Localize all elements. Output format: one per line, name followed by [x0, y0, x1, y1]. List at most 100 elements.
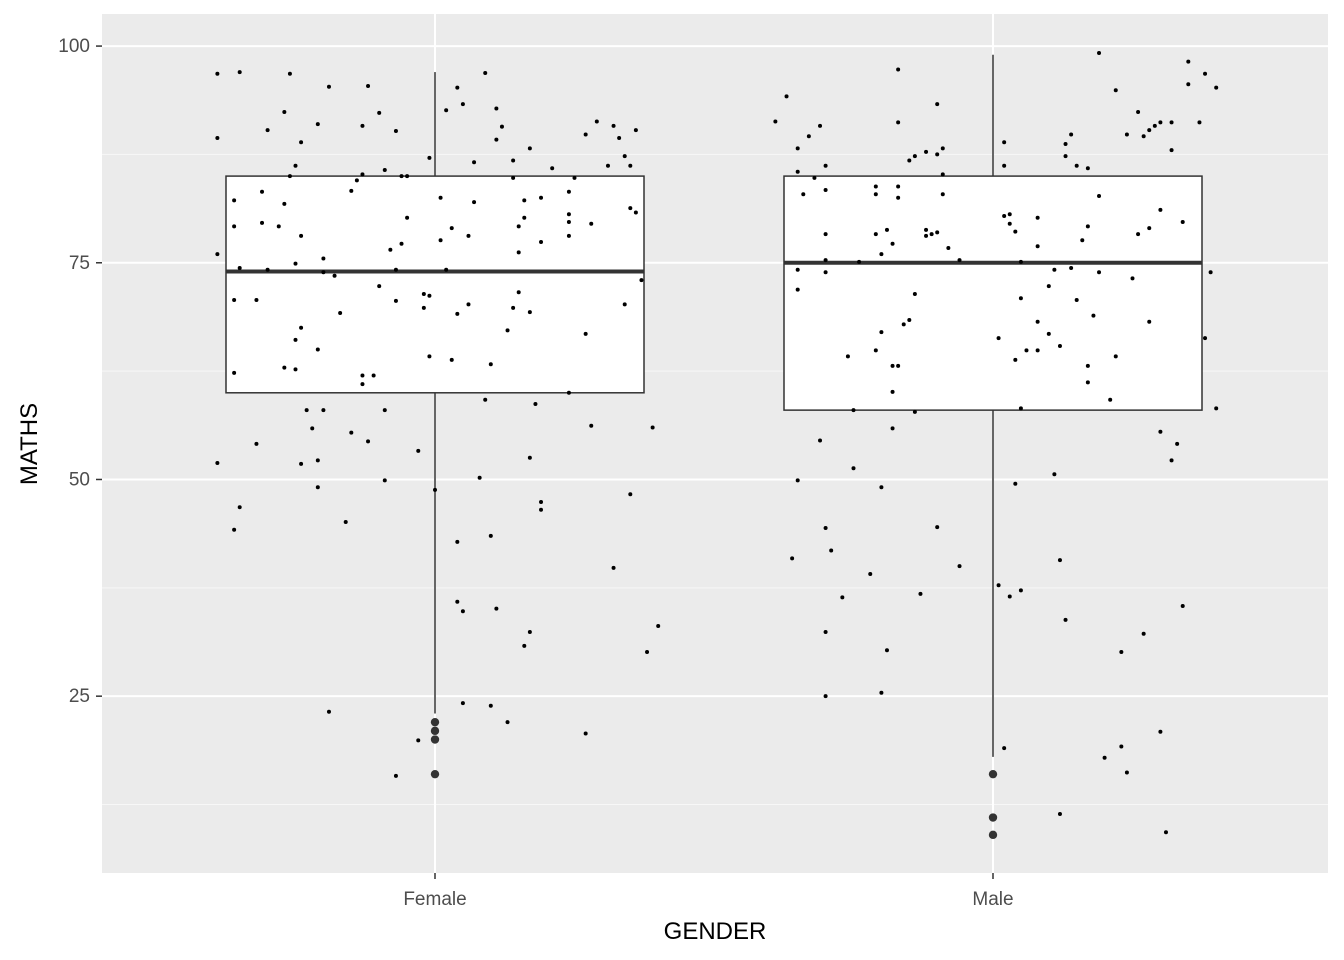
- jitter-point: [254, 298, 259, 303]
- jitter-point: [1085, 224, 1090, 229]
- jitter-point: [499, 124, 504, 129]
- jitter-point: [622, 302, 627, 307]
- jitter-point: [1063, 617, 1068, 622]
- jitter-point: [516, 290, 521, 295]
- jitter-point: [254, 441, 259, 446]
- jitter-point: [879, 485, 884, 490]
- jitter-point: [583, 331, 588, 336]
- jitter-point: [1002, 213, 1007, 218]
- jitter-point: [360, 382, 365, 387]
- jitter-point: [399, 174, 404, 179]
- jitter-point: [354, 178, 359, 183]
- jitter-point: [321, 256, 326, 261]
- jitter-point: [1186, 82, 1191, 87]
- jitter-point: [1002, 746, 1007, 751]
- jitter-point: [823, 270, 828, 275]
- jitter-point: [282, 109, 287, 114]
- plot-panel: [102, 14, 1328, 873]
- jitter-point: [293, 337, 298, 342]
- jitter-point: [907, 158, 912, 163]
- jitter-point: [477, 475, 482, 480]
- jitter-point: [310, 426, 315, 431]
- jitter-point: [622, 154, 627, 159]
- jitter-point: [377, 284, 382, 289]
- jitter-point: [299, 233, 304, 238]
- jitter-point: [265, 128, 270, 133]
- jitter-point: [232, 298, 237, 303]
- jitter-point: [427, 354, 432, 359]
- jitter-point: [1057, 558, 1062, 563]
- jitter-point: [1136, 109, 1141, 114]
- jitter-point: [890, 241, 895, 246]
- jitter-point: [449, 357, 454, 362]
- jitter-point: [1013, 357, 1018, 362]
- jitter-point: [360, 373, 365, 378]
- jitter-point: [539, 507, 544, 512]
- jitter-point: [873, 348, 878, 353]
- jitter-point: [1113, 88, 1118, 93]
- jitter-point: [282, 201, 287, 206]
- jitter-point: [1013, 481, 1018, 486]
- jitter-point: [1069, 265, 1074, 270]
- jitter-point: [460, 701, 465, 706]
- jitter-point: [1141, 631, 1146, 636]
- outlier-point: [430, 726, 440, 736]
- jitter-point: [1158, 120, 1163, 125]
- jitter-point: [494, 106, 499, 111]
- jitter-point: [533, 402, 538, 407]
- jitter-point: [466, 302, 471, 307]
- jitter-point: [338, 311, 343, 316]
- y-tick-label: 75: [69, 253, 90, 274]
- jitter-point: [522, 198, 527, 203]
- jitter-point: [583, 731, 588, 736]
- jitter-point: [287, 174, 292, 179]
- jitter-point: [282, 365, 287, 370]
- jitter-point: [1102, 755, 1107, 760]
- jitter-point: [237, 505, 242, 510]
- jitter-point: [566, 189, 571, 194]
- jitter-point: [405, 215, 410, 220]
- jitter-point: [522, 643, 527, 648]
- jitter-point: [1169, 148, 1174, 153]
- jitter-point: [896, 195, 901, 200]
- jitter-point: [393, 267, 398, 272]
- jitter-point: [935, 525, 940, 530]
- jitter-point: [896, 184, 901, 189]
- jitter-point: [483, 397, 488, 402]
- jitter-point: [1085, 166, 1090, 171]
- jitter-point: [494, 137, 499, 142]
- jitter-point: [427, 293, 432, 298]
- jitter-point: [806, 134, 811, 139]
- jitter-point: [924, 233, 929, 238]
- jitter-point: [1147, 319, 1152, 324]
- jitter-point: [343, 519, 348, 524]
- jitter-point: [360, 172, 365, 177]
- y-tick-label: 50: [69, 469, 90, 490]
- jitter-point: [879, 330, 884, 335]
- jitter-point: [1097, 194, 1102, 199]
- jitter-point: [522, 215, 527, 220]
- jitter-point: [1069, 132, 1074, 137]
- jitter-point: [427, 155, 432, 160]
- jitter-point: [315, 122, 320, 127]
- outlier-point: [430, 717, 440, 727]
- jitter-point: [1186, 59, 1191, 64]
- jitter-point: [823, 232, 828, 237]
- jitter-point: [455, 85, 460, 90]
- jitter-point: [795, 169, 800, 174]
- jitter-point: [527, 630, 532, 635]
- jitter-point: [1007, 212, 1012, 217]
- jitter-point: [884, 227, 889, 232]
- jitter-point: [1119, 744, 1124, 749]
- jitter-point: [1163, 830, 1168, 835]
- jitter-point: [215, 461, 220, 466]
- jitter-point: [232, 370, 237, 375]
- jitter-point: [550, 166, 555, 171]
- jitter-point: [1169, 458, 1174, 463]
- jitter-point: [1208, 270, 1213, 275]
- jitter-point: [1097, 270, 1102, 275]
- jitter-point: [472, 200, 477, 205]
- jitter-point: [455, 599, 460, 604]
- jitter-point: [332, 273, 337, 278]
